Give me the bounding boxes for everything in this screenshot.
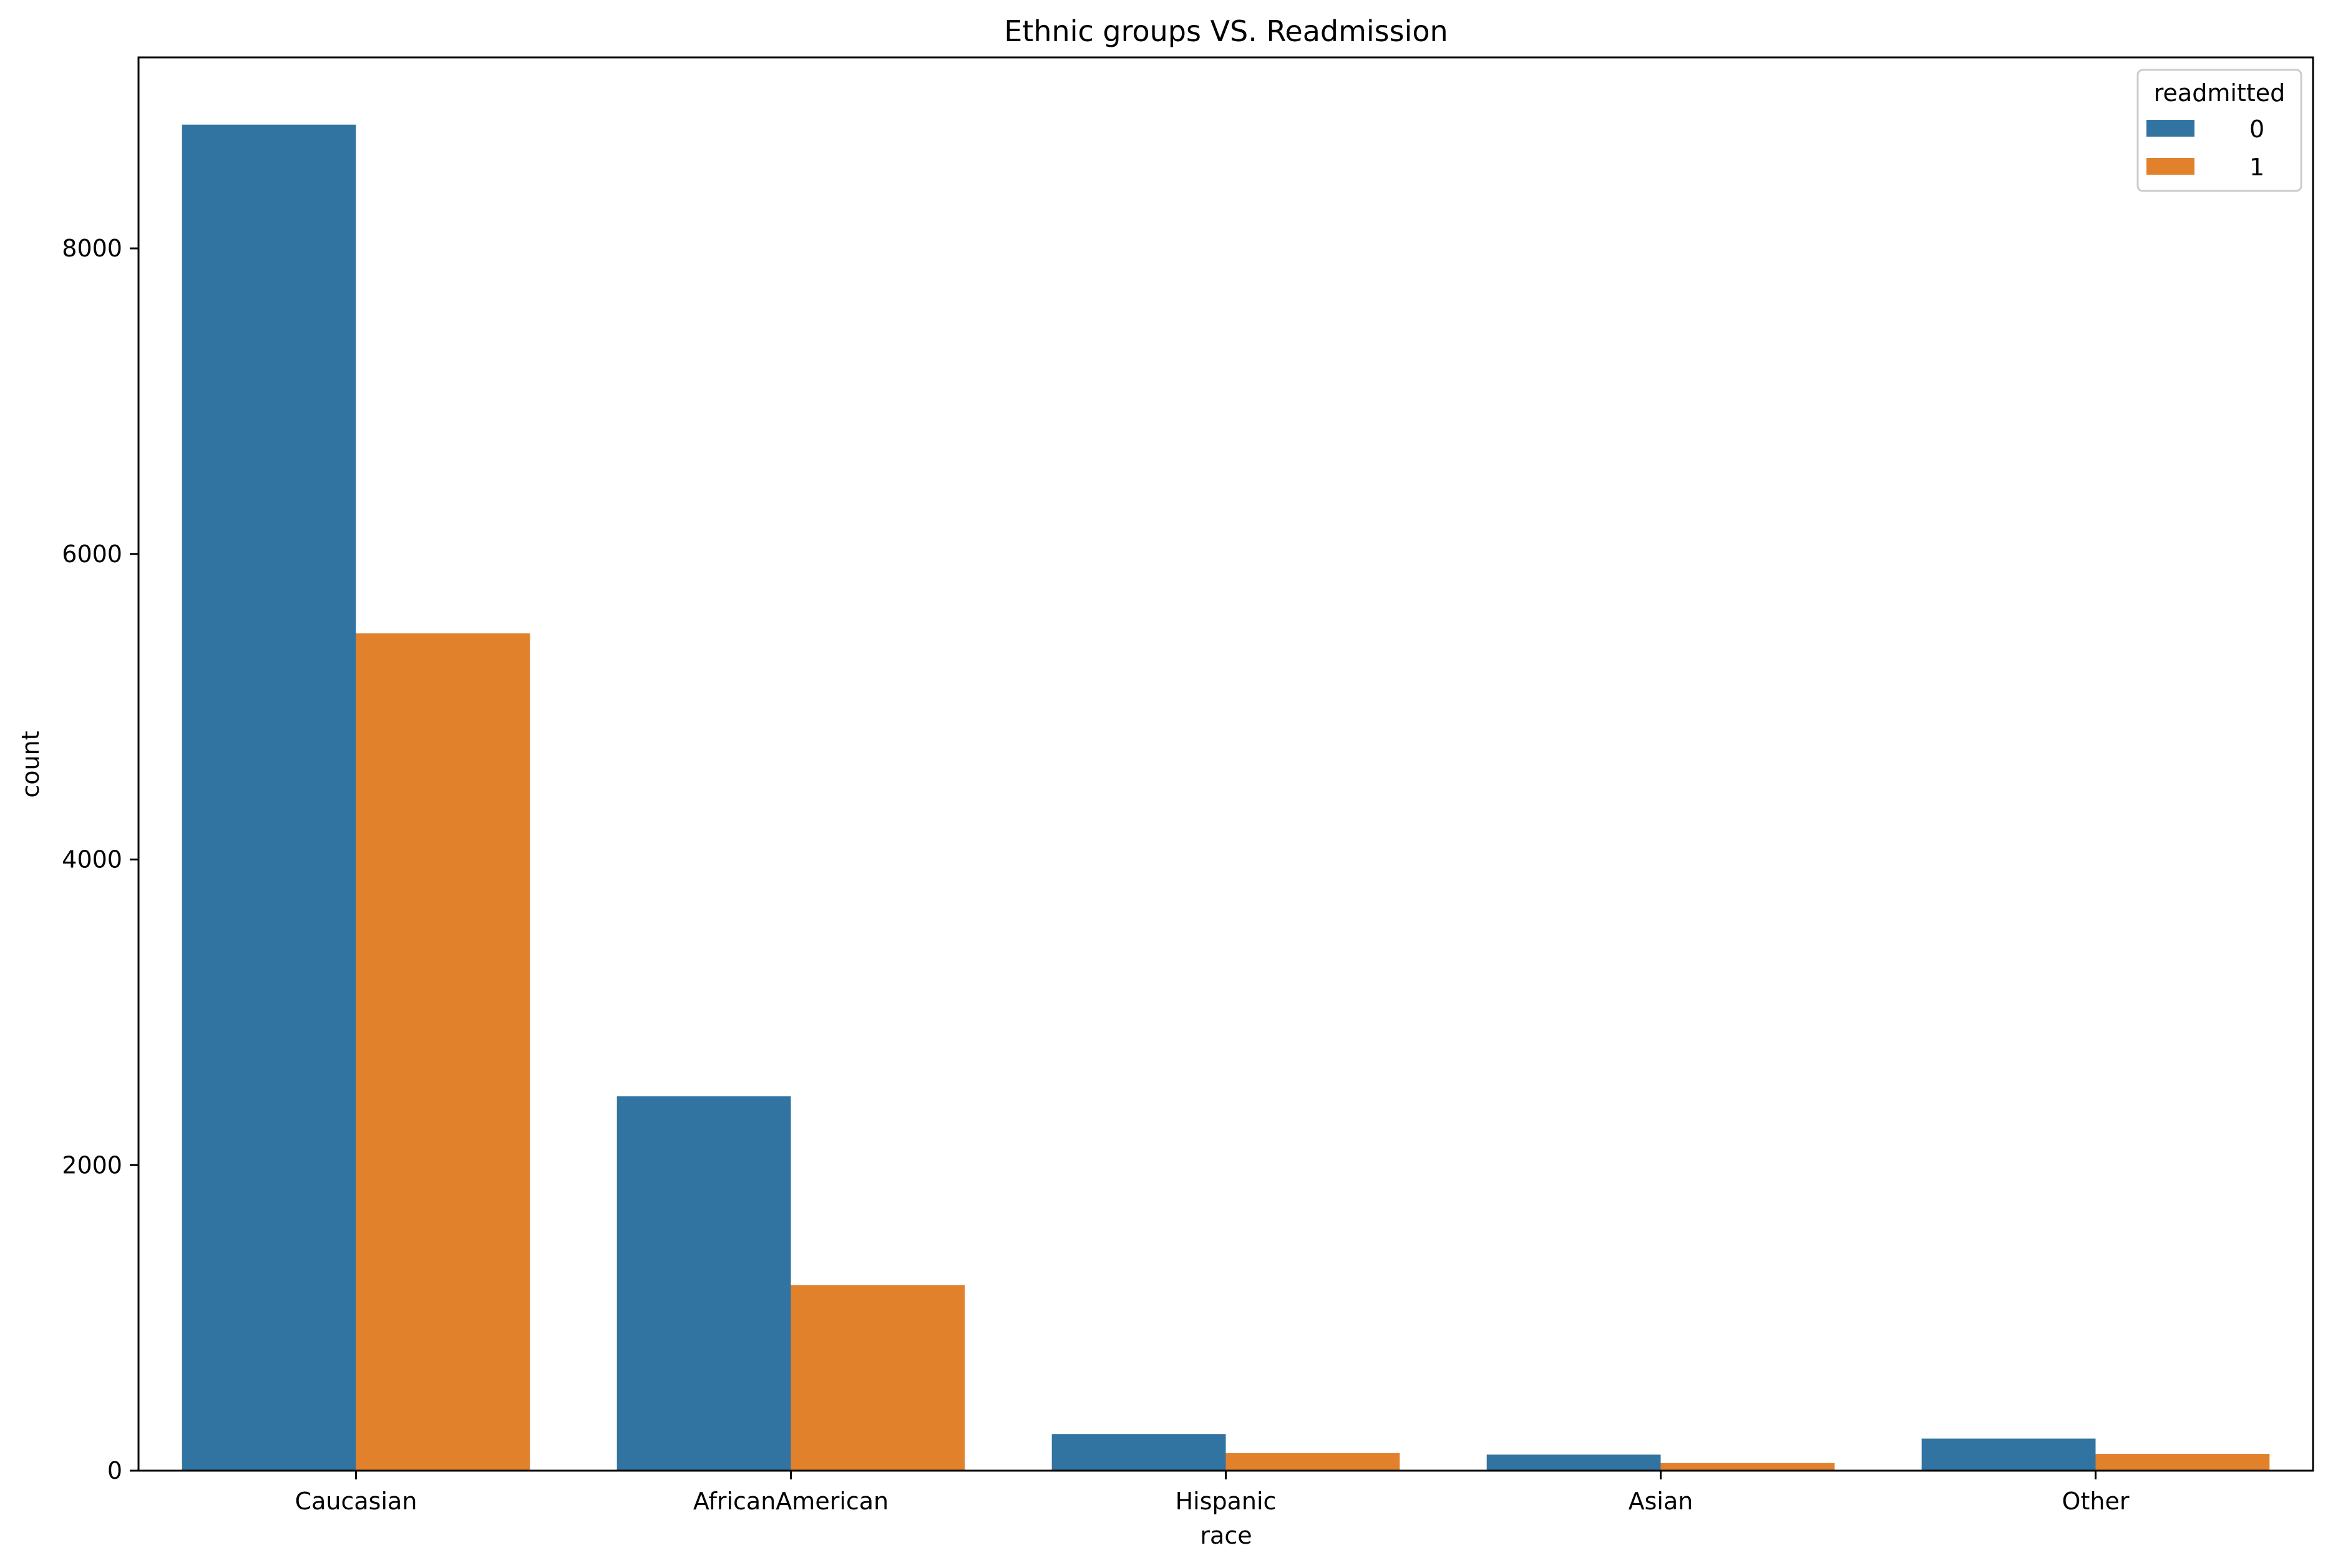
x-tick-label: Other xyxy=(2062,1488,2130,1515)
bar-hispanic-readmitted-0 xyxy=(1051,1434,1226,1471)
x-tick-label: Caucasian xyxy=(295,1488,417,1515)
bar-caucasian-readmitted-1 xyxy=(356,633,530,1471)
y-axis: 0 2000 4000 6000 8000 xyxy=(62,235,139,1484)
legend-title: readmitted xyxy=(2154,79,2285,107)
y-tick-label: 8000 xyxy=(62,235,122,262)
bar-other-readmitted-0 xyxy=(1921,1438,2096,1471)
y-tick-label: 2000 xyxy=(62,1151,122,1179)
y-axis-label: count xyxy=(17,731,44,797)
bar-hispanic-readmitted-1 xyxy=(1225,1453,1400,1471)
bar-asian-readmitted-1 xyxy=(1660,1463,1835,1471)
x-tick-label: AfricanAmerican xyxy=(693,1488,889,1515)
legend-swatch-1 xyxy=(2146,158,2194,175)
bar-africanamerican-readmitted-1 xyxy=(791,1285,965,1471)
y-tick-label: 6000 xyxy=(62,540,122,568)
legend-label-1: 1 xyxy=(2249,153,2264,181)
legend-label-0: 0 xyxy=(2249,115,2264,143)
legend: readmitted 0 1 xyxy=(2136,69,2302,192)
bar-caucasian-readmitted-0 xyxy=(182,124,356,1471)
y-tick-label: 4000 xyxy=(62,846,122,874)
legend-swatch-0 xyxy=(2146,120,2194,137)
chart-title: Ethnic groups VS. Readmission xyxy=(1004,14,1448,48)
bar-asian-readmitted-0 xyxy=(1486,1454,1661,1471)
bars-group xyxy=(182,124,2270,1471)
x-tick-label: Asian xyxy=(1629,1488,1693,1515)
y-tick-label: 0 xyxy=(107,1457,122,1484)
x-axis: Caucasian AfricanAmerican Hispanic Asian Oth… xyxy=(295,1471,2130,1515)
x-tick-label: Hispanic xyxy=(1176,1488,1277,1515)
bar-africanamerican-readmitted-0 xyxy=(616,1096,791,1471)
bar-other-readmitted-1 xyxy=(2095,1454,2270,1471)
x-axis-label: race xyxy=(1200,1522,1252,1549)
